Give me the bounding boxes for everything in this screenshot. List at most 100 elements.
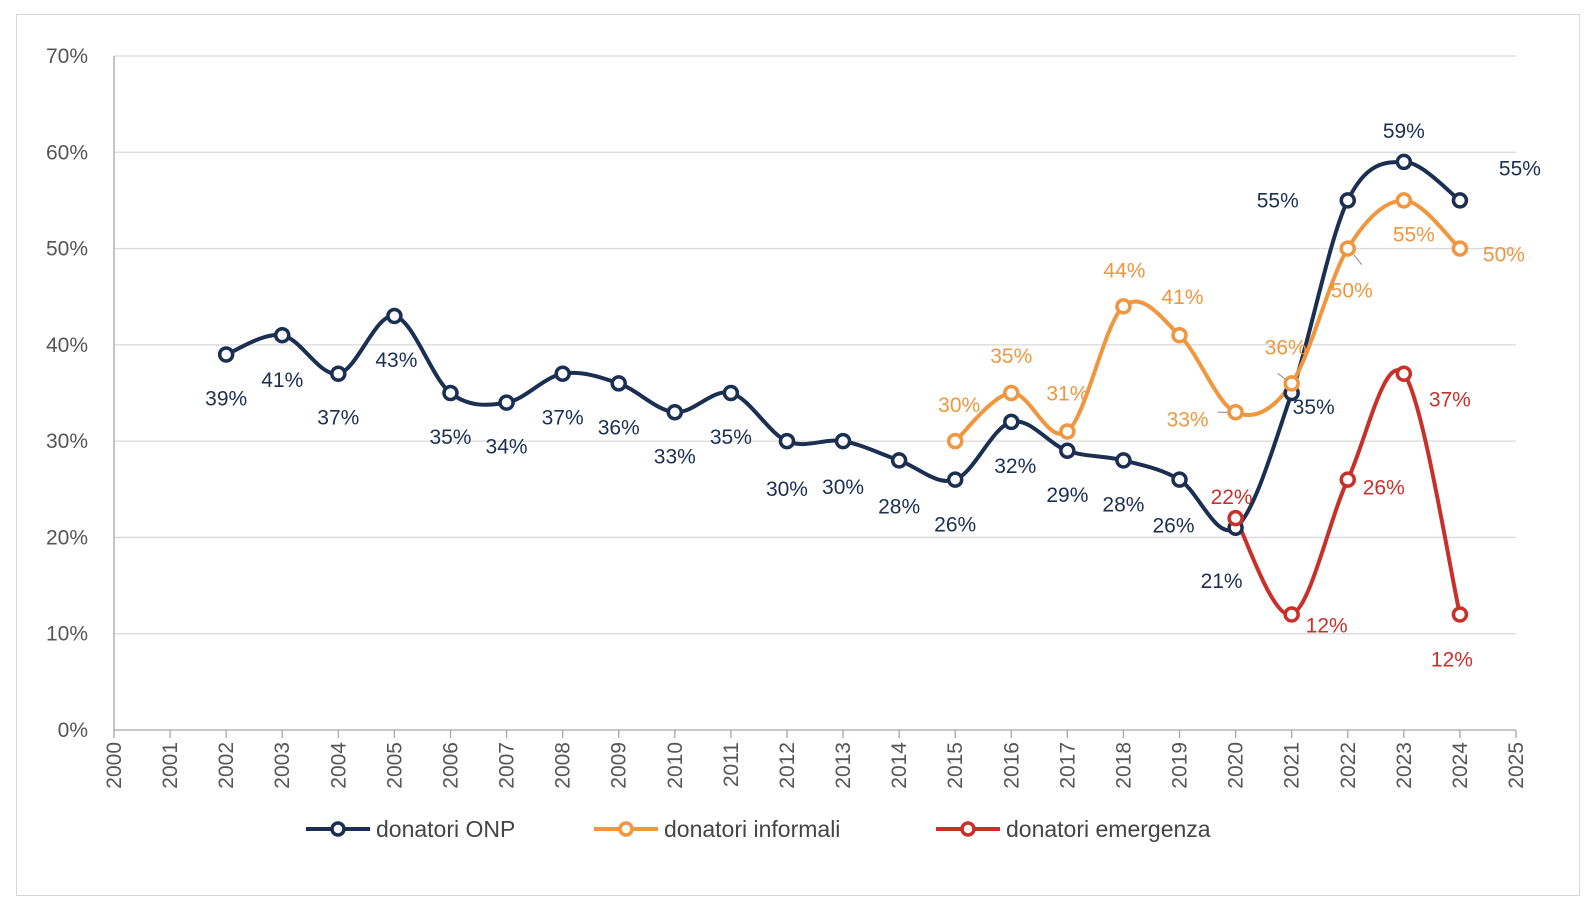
x-tick-label: 2002 <box>215 742 238 789</box>
data-labels: 39% 41% 37% 43% 35% 34% 37% 36% 33% 35% 30% 30% 28% 2… <box>205 120 1541 672</box>
x-tick-label: 2021 <box>1281 742 1304 789</box>
x-tick-label: 2017 <box>1056 742 1079 789</box>
data-label: 39% <box>205 387 247 410</box>
y-tick-label: 60% <box>46 141 88 164</box>
series-line <box>1233 368 1462 617</box>
series-marker <box>1115 452 1132 469</box>
y-tick-label: 50% <box>46 238 88 261</box>
series-marker <box>1059 423 1076 440</box>
data-label: 35% <box>1293 396 1335 419</box>
axes: 0% 10% 20% 30% 40% 50% 60% 70% 2000 2001 2002 2003 2… <box>46 45 1528 789</box>
series-marker <box>1227 404 1244 421</box>
x-tick-label: 2008 <box>552 742 575 789</box>
data-label: 55% <box>1257 189 1299 212</box>
data-label: 22% <box>1211 486 1253 509</box>
data-label: 30% <box>766 478 808 501</box>
x-tick-label: 2004 <box>327 742 350 789</box>
x-tick-label: 2003 <box>271 742 294 789</box>
x-tick-label: 2012 <box>776 742 799 789</box>
legend-swatch-marker <box>330 821 346 837</box>
x-tick-label: 2019 <box>1169 742 1192 789</box>
x-tick-label: 2014 <box>888 742 911 789</box>
x-tick-label: 2025 <box>1505 742 1528 789</box>
data-label: 43% <box>375 349 417 372</box>
series-marker <box>1171 471 1188 488</box>
data-label: 26% <box>934 514 976 537</box>
series-marker <box>1395 153 1413 171</box>
data-label: 41% <box>1162 286 1204 309</box>
series-line <box>953 198 1462 444</box>
data-label: 36% <box>598 416 640 439</box>
legend: donatori ONP donatori informali donatori e… <box>306 816 1211 842</box>
series-marker <box>498 394 515 411</box>
data-label: 12% <box>1431 648 1473 671</box>
legend-swatch-marker <box>960 821 976 837</box>
x-tick-label: 2018 <box>1112 742 1135 789</box>
series-marker <box>1339 192 1357 209</box>
series-marker <box>778 432 796 450</box>
series-marker <box>1339 240 1357 257</box>
series-marker <box>1339 471 1357 488</box>
series-lines <box>224 159 1462 617</box>
x-tick-label: 2011 <box>720 742 743 787</box>
series-marker <box>1171 326 1188 344</box>
series-marker <box>1227 509 1244 527</box>
data-label: 29% <box>1046 484 1088 507</box>
x-tick-label: 2009 <box>608 742 631 789</box>
series-marker <box>442 384 459 402</box>
y-tick-label: 0% <box>58 719 88 742</box>
series-marker <box>890 452 908 469</box>
data-label: 31% <box>1046 383 1088 406</box>
series-line <box>224 159 1462 533</box>
data-label: 55% <box>1393 223 1435 246</box>
series-marker <box>1451 192 1469 209</box>
x-tick-label: 2022 <box>1337 742 1360 789</box>
series-marker <box>666 404 684 421</box>
label-leader-line <box>1353 254 1363 265</box>
data-label: 26% <box>1153 515 1195 538</box>
series-marker <box>834 432 852 450</box>
series-marker <box>1283 606 1300 623</box>
series-marker <box>554 365 571 382</box>
y-tick-label: 70% <box>46 45 88 68</box>
data-label: 59% <box>1383 120 1425 143</box>
series-marker <box>330 365 347 382</box>
series-marker <box>1283 375 1300 392</box>
data-label: 35% <box>990 345 1032 368</box>
data-label: 30% <box>822 476 864 499</box>
x-tick-label: 2015 <box>944 742 967 789</box>
series-marker <box>273 326 291 344</box>
series-marker <box>1059 442 1076 460</box>
series-marker <box>1003 413 1020 431</box>
data-label: 35% <box>429 426 471 449</box>
series-marker <box>1395 192 1413 209</box>
x-tick-label: 2024 <box>1449 742 1472 789</box>
data-label: 30% <box>938 394 980 417</box>
legend-label: donatori emergenza <box>1006 816 1211 842</box>
x-tick-label: 2000 <box>103 742 126 789</box>
data-label: 12% <box>1306 614 1348 637</box>
x-tick-label: 2005 <box>383 742 406 789</box>
x-tick-label: 2007 <box>496 742 519 789</box>
series-marker <box>722 384 740 402</box>
y-tick-label: 40% <box>46 334 88 357</box>
data-label: 34% <box>486 436 528 459</box>
series-marker <box>946 471 964 488</box>
data-label: 44% <box>1103 259 1145 282</box>
data-label: 41% <box>261 369 303 392</box>
series-marker <box>1395 365 1413 382</box>
data-label: 50% <box>1483 244 1525 267</box>
data-label: 36% <box>1265 336 1307 359</box>
data-label: 26% <box>1363 477 1405 500</box>
series-marker <box>946 432 964 450</box>
data-label: 32% <box>994 455 1036 478</box>
chart-frame <box>16 14 1580 896</box>
legend-label: donatori informali <box>664 816 840 842</box>
y-tick-label: 20% <box>46 526 88 549</box>
series-marker <box>1451 240 1469 257</box>
series-points <box>217 153 1469 623</box>
x-tick-label: 2016 <box>1000 742 1023 789</box>
series-marker <box>1451 606 1469 623</box>
label-leader-line <box>1277 372 1287 380</box>
